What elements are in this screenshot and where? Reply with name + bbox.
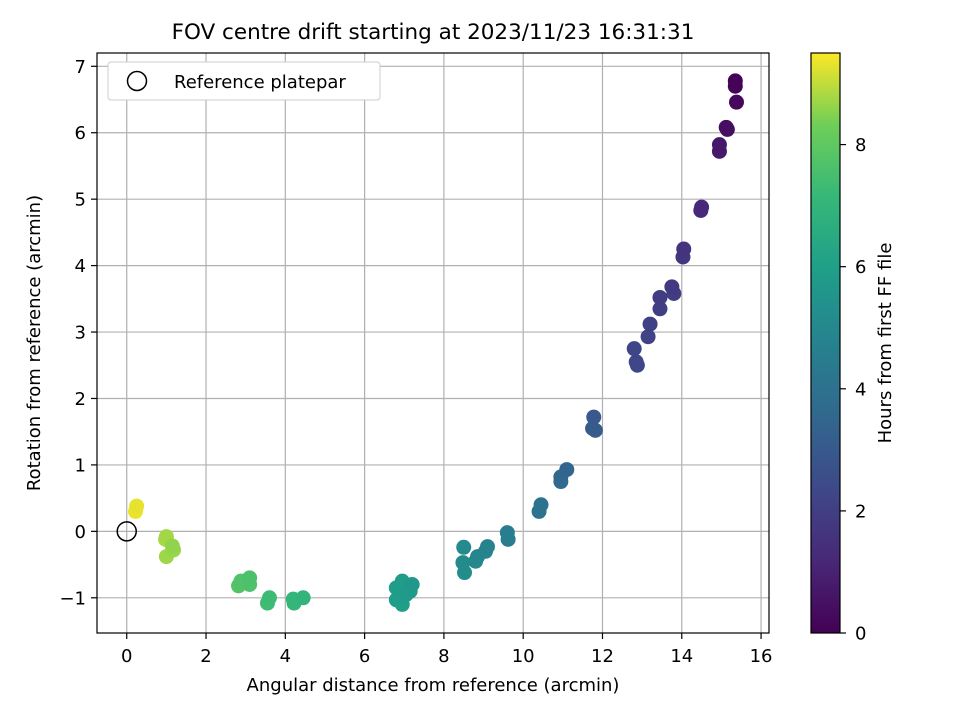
data-point [727,73,743,89]
plot-area [97,53,769,633]
legend: Reference platepar [107,61,381,101]
colorbar [810,52,841,634]
data-point [640,329,656,345]
colorbar-tick-label: 0 [855,624,866,645]
data-point [164,538,180,554]
data-point [728,94,744,110]
grid-lines [97,53,769,633]
legend-marker [126,70,148,92]
x-axis-ticks: 0 2 4 6 8 10 12 14 16 [121,633,773,667]
data-point [559,462,575,478]
y-axis-ticks: −1 0 1 2 3 4 5 6 7 [59,57,97,609]
data-point [652,301,668,317]
colorbar-tick-label: 4 [855,379,866,400]
data-points [127,73,744,612]
data-point [711,137,727,153]
y-tick-label: 2 [75,389,86,410]
x-tick-label: 4 [280,646,291,667]
data-point [718,119,734,135]
data-point [480,539,496,555]
data-point [533,497,549,513]
y-tick-label: 7 [75,57,86,78]
x-tick-label: 12 [591,646,614,667]
y-tick-label: 6 [75,123,86,144]
data-point [455,555,471,571]
x-tick-label: 0 [121,646,132,667]
x-tick-label: 14 [670,646,693,667]
y-tick-label: 4 [75,256,86,277]
y-tick-label: 3 [75,323,86,344]
data-point [664,279,680,295]
legend-box [107,61,381,101]
data-point [652,289,668,305]
y-tick-label: −1 [59,588,86,609]
data-point [295,590,311,606]
chart-title: FOV centre drift starting at 2023/11/23 … [172,20,695,45]
data-point [586,409,602,425]
x-tick-label: 6 [359,646,370,667]
x-tick-label: 10 [512,646,535,667]
colorbar-label: Hours from first FF file [875,243,896,444]
x-tick-label: 16 [750,646,773,667]
data-point [456,539,472,555]
data-point [676,241,692,257]
data-point [694,199,710,215]
data-point [626,341,642,357]
data-point [261,590,277,606]
data-point [499,525,515,541]
data-point [585,420,601,436]
data-point [628,354,644,370]
reference-marker [116,521,137,542]
plot-frame [96,52,770,634]
colorbar-ticks: 0 2 4 6 8 [840,135,866,645]
y-axis-label: Rotation from reference (arcmin) [24,195,45,491]
colorbar-tick-label: 8 [855,135,866,156]
y-tick-label: 1 [75,455,86,476]
colorbar-tick-label: 2 [855,501,866,522]
colorbar-tick-label: 6 [855,257,866,278]
y-tick-label: 0 [75,522,86,543]
y-tick-label: 5 [75,190,86,211]
x-tick-label: 2 [200,646,211,667]
legend-entry: Reference platepar [174,72,346,93]
data-point [129,498,145,514]
x-axis-label: Angular distance from reference (arcmin) [247,675,620,696]
data-point [242,570,258,586]
data-point [642,316,658,332]
x-tick-label: 8 [438,646,449,667]
data-point [404,577,420,593]
